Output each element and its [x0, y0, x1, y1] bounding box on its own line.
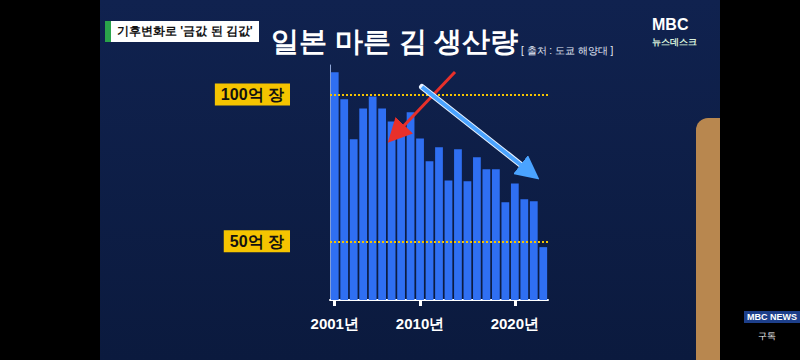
svg-text:2020년: 2020년 [491, 315, 539, 332]
html-text:MBC NEWS: MBC NEWS [747, 312, 797, 322]
svg-text:50억 장: 50억 장 [230, 233, 284, 250]
html-text:MBC: MBC [652, 16, 689, 33]
html-text:구독: 구독 [758, 331, 776, 341]
svg-text:일본 마른 김 생산량: 일본 마른 김 생산량 [271, 26, 518, 57]
svg-text:2001년: 2001년 [311, 315, 359, 332]
svg-text:100억 장: 100억 장 [221, 86, 284, 103]
svg-text:[ 출처 : 도쿄 해양대 ]: [ 출처 : 도쿄 해양대 ] [521, 45, 613, 56]
html-text:뉴스데스크: 뉴스데스크 [652, 37, 697, 47]
svg-text:2010년: 2010년 [396, 315, 444, 332]
html-text:기후변화로 '금값 된 김값': 기후변화로 '금값 된 김값' [117, 24, 253, 38]
